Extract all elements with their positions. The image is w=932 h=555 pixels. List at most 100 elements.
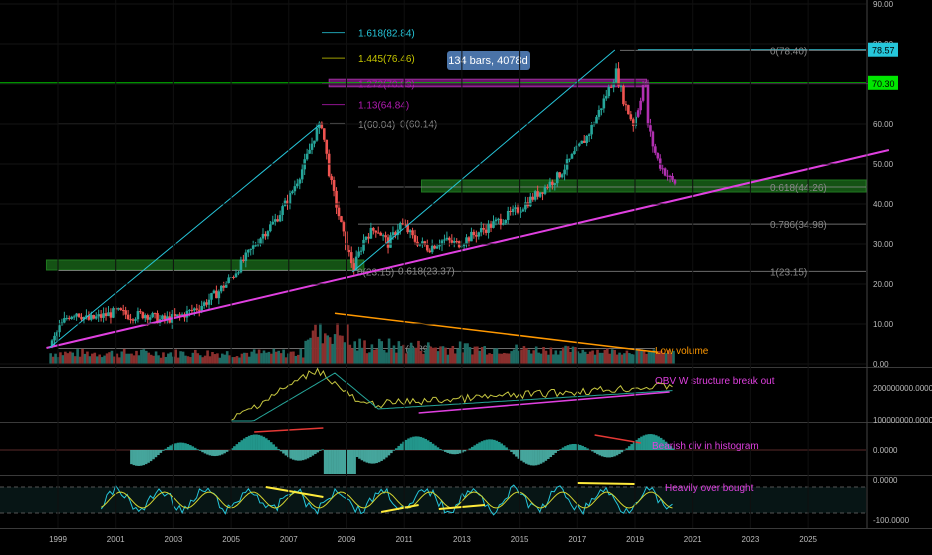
volume-bar bbox=[302, 357, 305, 364]
histogram-bar bbox=[483, 440, 486, 450]
volume-bar bbox=[407, 349, 410, 364]
candle-body bbox=[649, 125, 652, 131]
histogram-bar bbox=[191, 446, 194, 450]
volume-bar bbox=[295, 356, 298, 364]
histogram-bar bbox=[603, 450, 606, 457]
candle-body bbox=[544, 187, 547, 194]
volume-bar bbox=[170, 352, 173, 364]
volume-bar bbox=[393, 345, 396, 364]
volume-bar bbox=[221, 354, 224, 364]
support-zone bbox=[46, 260, 363, 270]
volume-bar bbox=[243, 353, 246, 364]
volume-bar bbox=[101, 357, 104, 364]
histogram-bar bbox=[628, 446, 631, 450]
candle-body bbox=[97, 314, 100, 316]
candle-body bbox=[227, 277, 230, 283]
volume-bar bbox=[581, 350, 584, 364]
volume-bar bbox=[280, 353, 283, 364]
candle-body bbox=[379, 233, 382, 236]
volume-bar bbox=[613, 350, 616, 364]
histogram-bar bbox=[397, 446, 400, 450]
candle-body bbox=[328, 154, 331, 176]
candle-body bbox=[556, 172, 559, 183]
volume-bar bbox=[442, 346, 445, 364]
volume-bar bbox=[81, 349, 84, 364]
histogram-bar bbox=[552, 450, 555, 455]
candle-body bbox=[340, 216, 343, 222]
volume-bar bbox=[599, 353, 602, 364]
histogram-bar bbox=[297, 450, 300, 461]
histogram-bar bbox=[275, 447, 278, 450]
volume-bar bbox=[550, 348, 553, 364]
candle-body bbox=[73, 316, 76, 317]
candle-body bbox=[294, 186, 297, 191]
candle-body bbox=[639, 101, 642, 110]
volume-bar bbox=[216, 353, 219, 364]
candle-body bbox=[531, 197, 534, 200]
candle-body bbox=[53, 336, 56, 341]
histogram-bar bbox=[147, 450, 150, 463]
volume-bar bbox=[378, 339, 381, 364]
histogram-bar bbox=[378, 450, 381, 462]
candle-body bbox=[411, 230, 414, 235]
candle-body bbox=[470, 232, 473, 241]
volume-bar bbox=[466, 343, 469, 364]
histogram-bar bbox=[339, 450, 342, 474]
time-tick-label: 2013 bbox=[453, 535, 471, 544]
candle-body bbox=[117, 308, 120, 309]
histogram-bar bbox=[152, 450, 155, 459]
candle-body bbox=[139, 311, 142, 312]
volume-bar bbox=[187, 356, 190, 364]
histogram-bar bbox=[304, 450, 307, 459]
candle-body bbox=[66, 318, 69, 319]
volume-bar bbox=[307, 340, 310, 364]
histogram-bar bbox=[343, 450, 346, 474]
volume-bar bbox=[621, 355, 624, 364]
volume-bar bbox=[572, 347, 575, 364]
histogram-bar bbox=[569, 444, 572, 450]
volume-bar bbox=[645, 354, 648, 364]
volume-bar bbox=[628, 353, 631, 364]
candle-body bbox=[578, 144, 581, 146]
histogram-bar bbox=[366, 450, 369, 463]
measure-label: 134 bars, 4078d bbox=[448, 55, 528, 67]
volume-bar bbox=[410, 343, 413, 364]
candle-body bbox=[661, 168, 664, 169]
volume-bar bbox=[412, 348, 415, 364]
volume-bar bbox=[579, 353, 582, 364]
candle-body bbox=[372, 228, 375, 231]
histogram-bar bbox=[554, 450, 557, 453]
volume-bar bbox=[395, 353, 398, 364]
time-tick-label: 2005 bbox=[222, 535, 240, 544]
volume-bar bbox=[594, 355, 597, 364]
histogram-bar bbox=[618, 450, 621, 454]
candle-body bbox=[213, 291, 216, 293]
volume-bar bbox=[76, 349, 79, 364]
histogram-bar bbox=[321, 449, 324, 450]
volume-bar bbox=[223, 355, 226, 364]
volume-bar bbox=[133, 355, 136, 364]
candle-body bbox=[338, 208, 341, 216]
candle-body bbox=[306, 154, 309, 160]
volume-bar bbox=[508, 354, 511, 364]
candle-body bbox=[473, 232, 476, 235]
volume-bar bbox=[481, 347, 484, 364]
price-tick-label: 40.00 bbox=[873, 200, 894, 209]
histogram-bar bbox=[341, 450, 344, 474]
histogram-bar bbox=[549, 450, 552, 457]
candle-body bbox=[176, 314, 179, 316]
candle-body bbox=[443, 240, 446, 241]
candle-body bbox=[350, 252, 353, 263]
candle-body bbox=[573, 151, 576, 154]
volume-bar bbox=[118, 357, 121, 364]
volume-bar bbox=[179, 351, 182, 364]
histogram-bar bbox=[226, 450, 229, 452]
histogram-bar bbox=[174, 443, 177, 450]
volume-bar bbox=[596, 350, 599, 364]
candle-body bbox=[335, 191, 338, 208]
volume-bar bbox=[648, 352, 651, 364]
candle-body bbox=[455, 241, 458, 242]
volume-bar bbox=[334, 334, 337, 364]
histogram-bar bbox=[216, 450, 219, 456]
